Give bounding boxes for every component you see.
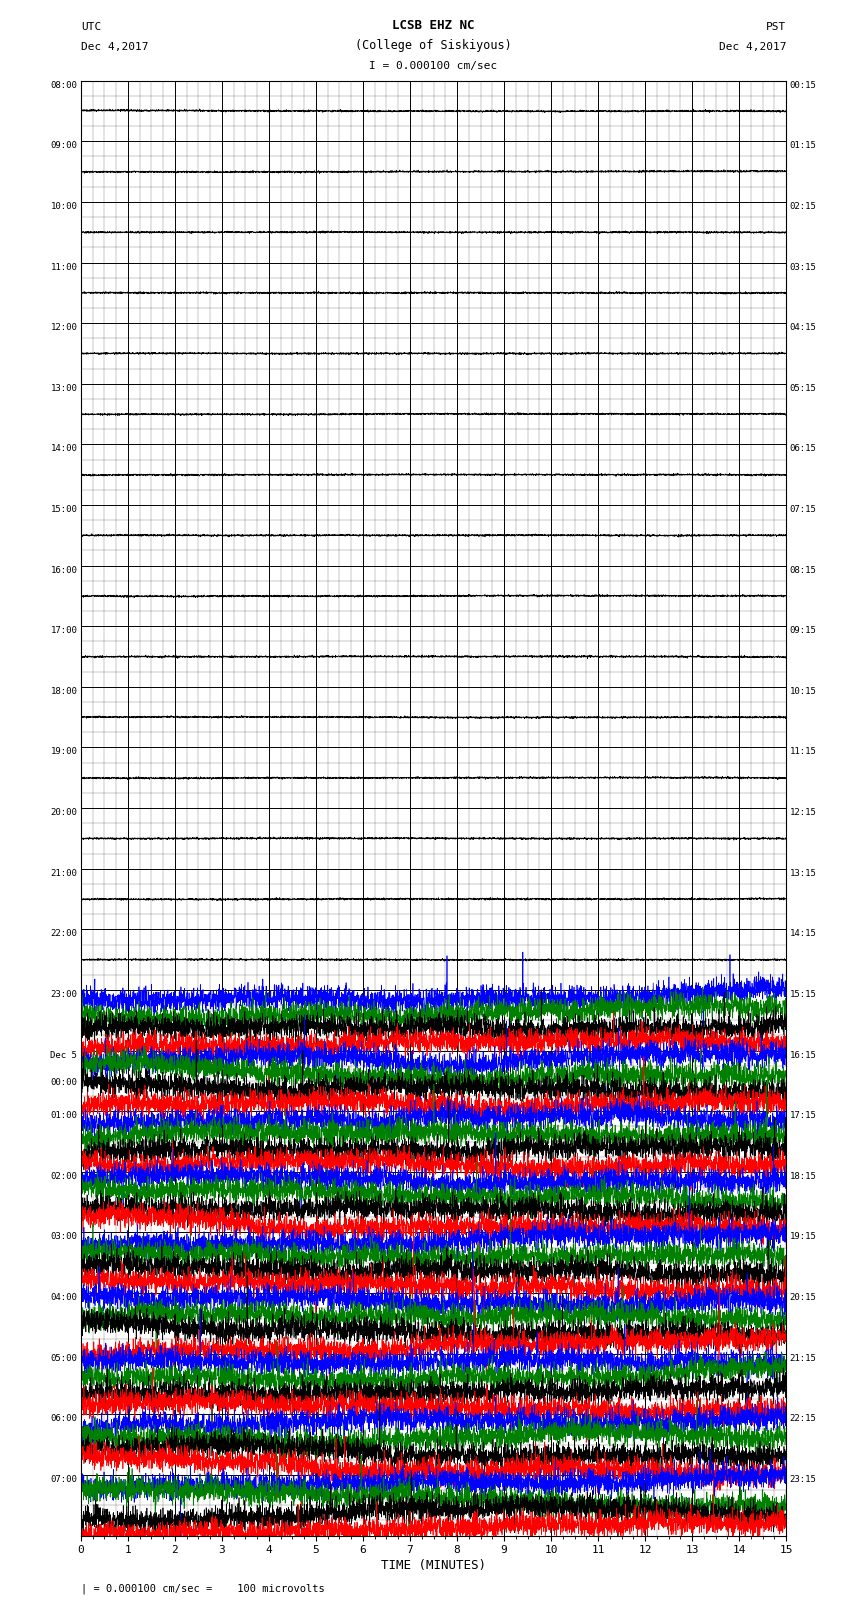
Text: 16:15: 16:15 (790, 1050, 817, 1060)
Text: 02:00: 02:00 (50, 1171, 77, 1181)
Text: 22:15: 22:15 (790, 1415, 817, 1423)
Text: 16:00: 16:00 (50, 566, 77, 574)
Text: 13:15: 13:15 (790, 869, 817, 877)
Text: 15:15: 15:15 (790, 990, 817, 998)
Text: 06:00: 06:00 (50, 1415, 77, 1423)
Text: 21:00: 21:00 (50, 869, 77, 877)
Text: 04:15: 04:15 (790, 323, 817, 332)
Text: 07:00: 07:00 (50, 1474, 77, 1484)
Text: 01:15: 01:15 (790, 142, 817, 150)
Text: 12:00: 12:00 (50, 323, 77, 332)
Text: 12:15: 12:15 (790, 808, 817, 818)
Text: 07:15: 07:15 (790, 505, 817, 515)
Text: 18:15: 18:15 (790, 1171, 817, 1181)
Text: Dec 4,2017: Dec 4,2017 (81, 42, 148, 52)
Text: 02:15: 02:15 (790, 202, 817, 211)
Text: 20:00: 20:00 (50, 808, 77, 818)
Text: 11:15: 11:15 (790, 747, 817, 756)
Text: PST: PST (766, 23, 786, 32)
Text: 14:15: 14:15 (790, 929, 817, 939)
Text: 23:15: 23:15 (790, 1474, 817, 1484)
Text: 19:15: 19:15 (790, 1232, 817, 1242)
Text: 04:00: 04:00 (50, 1294, 77, 1302)
Text: 15:00: 15:00 (50, 505, 77, 515)
Text: 11:00: 11:00 (50, 263, 77, 271)
Text: 03:15: 03:15 (790, 263, 817, 271)
Text: 00:00: 00:00 (50, 1077, 77, 1087)
Text: 10:15: 10:15 (790, 687, 817, 695)
Text: Dec 5: Dec 5 (50, 1050, 77, 1060)
Text: 09:15: 09:15 (790, 626, 817, 636)
Text: 01:00: 01:00 (50, 1111, 77, 1119)
X-axis label: TIME (MINUTES): TIME (MINUTES) (381, 1560, 486, 1573)
Text: 05:15: 05:15 (790, 384, 817, 392)
Text: 00:15: 00:15 (790, 81, 817, 90)
Text: 22:00: 22:00 (50, 929, 77, 939)
Text: LCSB EHZ NC: LCSB EHZ NC (392, 19, 475, 32)
Text: I = 0.000100 cm/sec: I = 0.000100 cm/sec (370, 61, 497, 71)
Text: 17:00: 17:00 (50, 626, 77, 636)
Text: | = 0.000100 cm/sec =    100 microvolts: | = 0.000100 cm/sec = 100 microvolts (81, 1584, 325, 1595)
Text: 05:00: 05:00 (50, 1353, 77, 1363)
Text: 10:00: 10:00 (50, 202, 77, 211)
Text: 08:15: 08:15 (790, 566, 817, 574)
Text: 19:00: 19:00 (50, 747, 77, 756)
Text: 21:15: 21:15 (790, 1353, 817, 1363)
Text: 13:00: 13:00 (50, 384, 77, 392)
Text: 08:00: 08:00 (50, 81, 77, 90)
Text: 03:00: 03:00 (50, 1232, 77, 1242)
Text: 23:00: 23:00 (50, 990, 77, 998)
Text: 14:00: 14:00 (50, 445, 77, 453)
Text: (College of Siskiyous): (College of Siskiyous) (355, 39, 512, 52)
Text: 06:15: 06:15 (790, 445, 817, 453)
Text: 09:00: 09:00 (50, 142, 77, 150)
Text: 17:15: 17:15 (790, 1111, 817, 1119)
Text: 18:00: 18:00 (50, 687, 77, 695)
Text: UTC: UTC (81, 23, 101, 32)
Text: Dec 4,2017: Dec 4,2017 (719, 42, 786, 52)
Text: 20:15: 20:15 (790, 1294, 817, 1302)
